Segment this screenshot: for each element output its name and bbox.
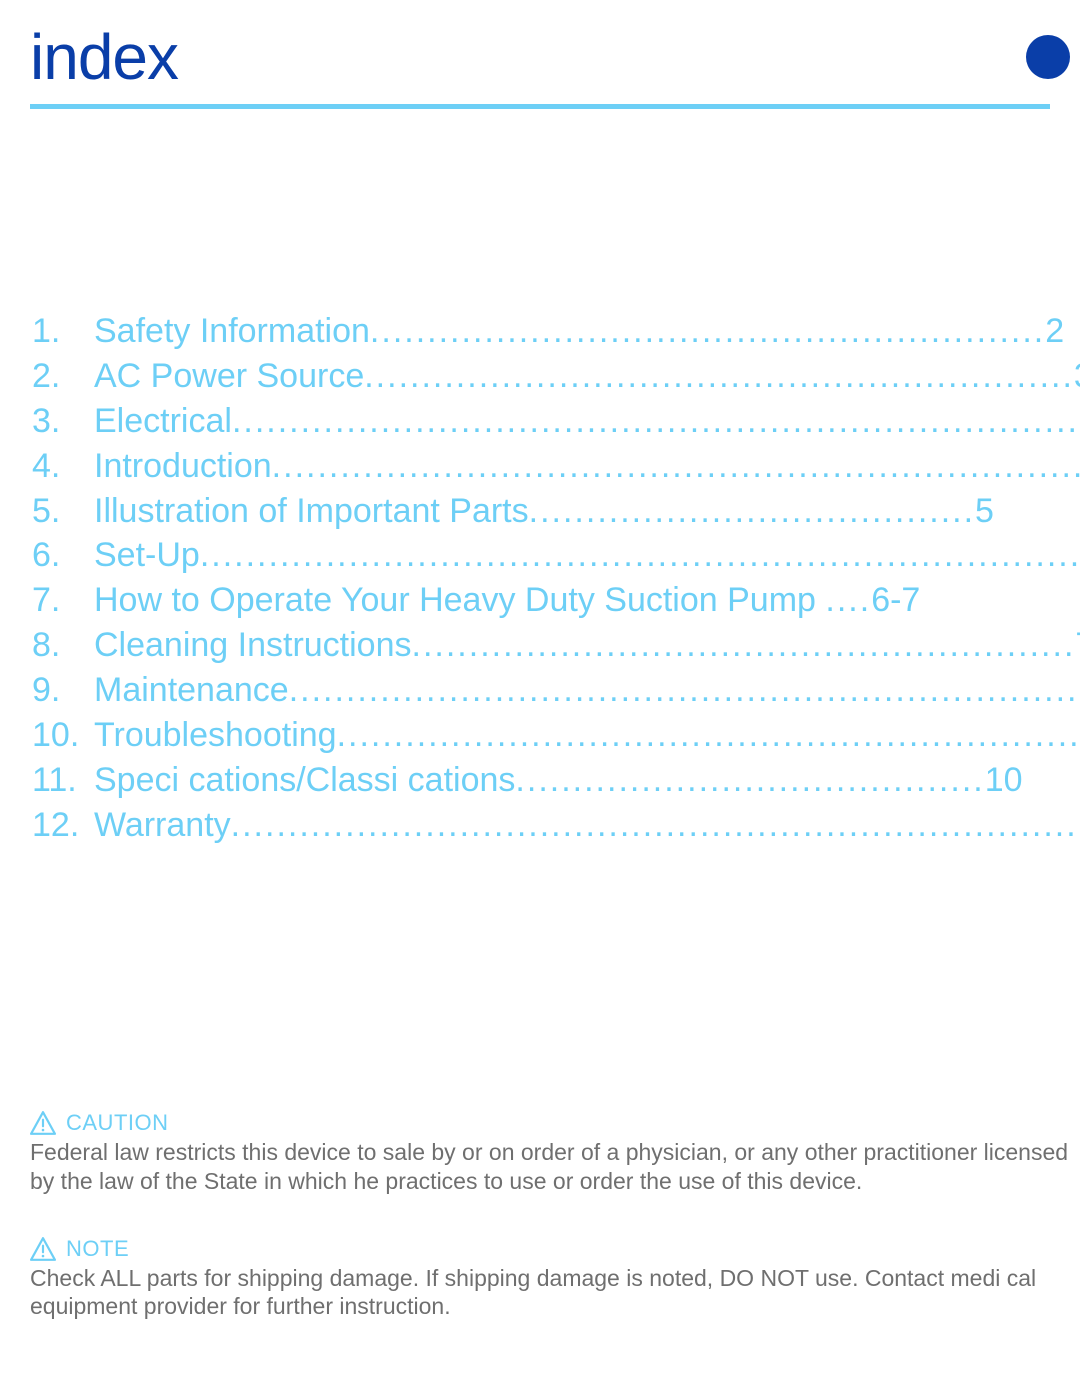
toc-row: 1.Safety Information....................… (32, 309, 1080, 354)
toc-title: Electrical (94, 402, 232, 440)
toc-title: Speci cations/Classi cations (94, 761, 515, 799)
toc-number: 4. (32, 444, 94, 489)
toc-number: 9. (32, 668, 94, 713)
note-body: Check ALL parts for shipping damage. If … (30, 1264, 1070, 1322)
toc-title: Illustration of Important Parts (94, 492, 529, 530)
warning-triangle-icon (30, 1237, 56, 1261)
toc-leader-dots: ....................................... (529, 492, 975, 530)
toc-row: 11.Speci cations/Classi cations.........… (32, 758, 1080, 803)
toc-leader-dots: ........................................… (231, 806, 1080, 844)
caution-body: Federal law restricts this device to sal… (30, 1138, 1070, 1196)
toc-leader-dots: ........................................… (515, 761, 984, 799)
toc-leader-dots: ........................................… (200, 536, 1080, 574)
toc-title: How to Operate Your Heavy Duty Suction P… (94, 581, 825, 619)
toc-row: 8.Cleaning Instructions.................… (32, 623, 1080, 668)
toc-row: 9.Maintenance...........................… (32, 668, 1080, 713)
toc-page: 2 (1045, 312, 1064, 350)
toc-title: Introduction (94, 447, 272, 485)
toc-row: 10.Troubleshooting......................… (32, 713, 1080, 758)
toc-number: 12. (32, 803, 94, 848)
notices: CAUTION Federal law restricts this devic… (30, 1110, 1070, 1361)
toc-leader-dots: .... (825, 581, 871, 619)
toc-page: 10 (985, 761, 1023, 799)
page-title: index (30, 20, 178, 94)
header-rule (30, 104, 1050, 109)
caution-notice: CAUTION Federal law restricts this devic… (30, 1110, 1070, 1196)
toc-row: 4.Introduction..........................… (32, 444, 1080, 489)
toc-number: 1. (32, 309, 94, 354)
toc-number: 7. (32, 578, 94, 623)
toc-page: 5 (975, 492, 994, 530)
caution-heading: CAUTION (30, 1110, 1070, 1136)
toc-number: 10. (32, 713, 94, 758)
toc-number: 6. (32, 533, 94, 578)
toc-number: 2. (32, 354, 94, 399)
toc-leader-dots: ........................................… (370, 312, 1045, 350)
note-heading: NOTE (30, 1236, 1070, 1262)
toc-row: 12.Warranty.............................… (32, 803, 1080, 848)
toc-row: 6.Set-Up................................… (32, 533, 1080, 578)
header-dot-icon (1026, 35, 1070, 79)
toc-leader-dots: ........................................… (272, 447, 1080, 485)
note-notice: NOTE Check ALL parts for shipping damage… (30, 1236, 1070, 1322)
toc-leader-dots: ........................................… (337, 716, 1080, 754)
toc-page: 3 (1074, 357, 1080, 395)
toc-leader-dots: ........................................… (289, 671, 1080, 709)
toc-page: 6-7 (871, 581, 920, 619)
toc-row: 3.Electrical............................… (32, 399, 1080, 444)
toc-title: Maintenance (94, 671, 289, 709)
toc-leader-dots: ........................................… (232, 402, 1080, 440)
toc-leader-dots: ........................................… (364, 357, 1074, 395)
toc-leader-dots: ........................................… (412, 626, 1076, 664)
toc-title: AC Power Source (94, 357, 364, 395)
caution-label: CAUTION (66, 1110, 169, 1136)
toc-title: Troubleshooting (94, 716, 337, 754)
toc-title: Set-Up (94, 536, 200, 574)
toc-row: 5.Illustration of Important Parts.......… (32, 489, 1080, 534)
page: index 1.Safety Information..............… (0, 0, 1080, 1397)
toc-number: 3. (32, 399, 94, 444)
toc-number: 11. (32, 758, 94, 803)
toc-title: Cleaning Instructions (94, 626, 412, 664)
toc-title: Safety Information (94, 312, 370, 350)
toc-number: 5. (32, 489, 94, 534)
page-header: index (30, 20, 1050, 94)
toc-page: 7 (1075, 626, 1080, 664)
toc-row: 7.How to Operate Your Heavy Duty Suction… (32, 578, 1080, 623)
toc-number: 8. (32, 623, 94, 668)
note-label: NOTE (66, 1236, 129, 1262)
toc-title: Warranty (94, 806, 231, 844)
warning-triangle-icon (30, 1111, 56, 1135)
toc-row: 2.AC Power Source.......................… (32, 354, 1080, 399)
table-of-contents: 1.Safety Information....................… (30, 309, 1080, 848)
